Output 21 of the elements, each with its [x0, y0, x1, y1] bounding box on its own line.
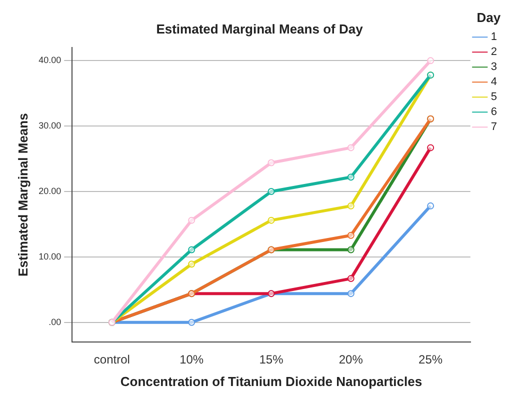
x-tick-label: 25% [418, 352, 443, 367]
legend-title: Day [476, 10, 502, 26]
y-tick-label: .00 [48, 316, 62, 327]
x-tick-label: 20% [338, 352, 364, 367]
legend-label: 5 [490, 91, 498, 104]
y-tick-label: 20.00 [38, 186, 62, 196]
legend-label: 1 [490, 31, 498, 44]
y-tick-label: 10.00 [38, 251, 62, 262]
legend-label: 3 [490, 61, 498, 74]
y-tick-label: 30.00 [38, 120, 62, 131]
y-tick-label: 40.00 [38, 55, 62, 66]
y-axis-title: Estimated Marginal Means [15, 113, 30, 276]
legend-label: 2 [490, 46, 498, 58]
legend-label: 4 [490, 76, 498, 88]
x-tick-label: 10% [180, 352, 204, 367]
legend-label: 6 [490, 106, 498, 118]
x-axis-title: Concentration of Titanium Dioxide Nanoparticles [120, 374, 422, 389]
legend-label: 7 [490, 121, 498, 134]
x-tick-label: 15% [259, 352, 284, 367]
chart-title: Estimated Marginal Means of Day [156, 21, 364, 36]
x-tick-label: control [94, 352, 130, 367]
